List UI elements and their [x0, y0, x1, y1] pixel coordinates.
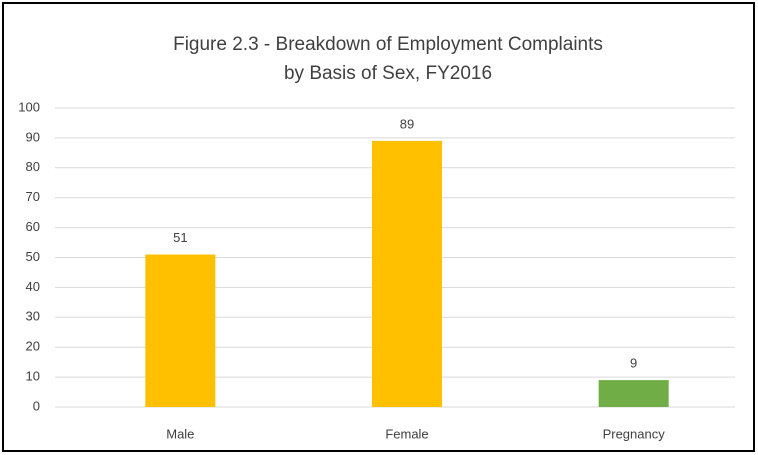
x-tick-label: Male	[166, 426, 194, 441]
x-tick-label: Pregnancy	[603, 426, 666, 441]
y-tick-label: 60	[26, 219, 40, 234]
y-tick-label: 30	[26, 309, 40, 324]
y-tick-label: 80	[26, 159, 40, 174]
y-tick-label: 0	[33, 398, 40, 413]
bar	[598, 380, 669, 407]
chart-title: by Basis of Sex, FY2016	[284, 63, 492, 84]
y-tick-label: 100	[18, 99, 40, 114]
y-tick-label: 50	[26, 249, 40, 264]
data-label: 89	[400, 116, 414, 131]
bar	[372, 140, 442, 407]
y-tick-label: 40	[26, 279, 40, 294]
y-tick-label: 10	[26, 369, 40, 384]
chart-title: Figure 2.3 - Breakdown of Employment Com…	[173, 34, 603, 55]
bar	[145, 254, 216, 407]
data-label: 51	[173, 230, 187, 245]
data-label: 9	[630, 356, 637, 371]
y-tick-label: 70	[26, 189, 40, 204]
x-tick-label: Female	[385, 426, 428, 441]
y-tick-label: 90	[26, 129, 40, 144]
y-tick-label: 20	[26, 339, 40, 354]
